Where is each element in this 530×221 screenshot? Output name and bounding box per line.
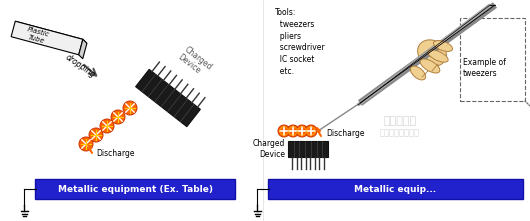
Text: Tools:
  tweezers
  pliers
  screwdriver
  IC socket
  etc.: Tools: tweezers pliers screwdriver IC so… xyxy=(275,8,324,76)
Circle shape xyxy=(305,125,317,137)
Text: Metallic equipment (Ex. Table): Metallic equipment (Ex. Table) xyxy=(57,185,213,194)
Polygon shape xyxy=(11,21,83,55)
Text: Charged
Device: Charged Device xyxy=(253,139,285,159)
Circle shape xyxy=(79,137,93,151)
Circle shape xyxy=(100,119,114,133)
Ellipse shape xyxy=(420,59,440,73)
Ellipse shape xyxy=(428,50,448,62)
Ellipse shape xyxy=(418,40,446,66)
Text: Charged
Device: Charged Device xyxy=(176,45,214,80)
Text: Example of
tweezers: Example of tweezers xyxy=(463,58,506,78)
Circle shape xyxy=(89,128,103,142)
Text: Discharge: Discharge xyxy=(326,128,365,137)
Circle shape xyxy=(278,125,290,137)
FancyBboxPatch shape xyxy=(35,179,235,199)
Ellipse shape xyxy=(410,66,426,80)
Circle shape xyxy=(123,101,137,115)
Text: dropping: dropping xyxy=(64,53,96,80)
Polygon shape xyxy=(79,39,87,59)
Circle shape xyxy=(287,125,299,137)
Polygon shape xyxy=(136,69,200,127)
Text: Plastic
Tube: Plastic Tube xyxy=(25,26,50,45)
Ellipse shape xyxy=(434,41,453,51)
Circle shape xyxy=(111,110,125,124)
FancyBboxPatch shape xyxy=(288,141,328,157)
Circle shape xyxy=(296,125,308,137)
Text: Metallic equip...: Metallic equip... xyxy=(354,185,436,194)
FancyBboxPatch shape xyxy=(268,179,523,199)
Polygon shape xyxy=(15,21,87,43)
Text: 易瑞来可靠性工程: 易瑞来可靠性工程 xyxy=(380,128,420,137)
Text: Discharge: Discharge xyxy=(96,149,135,158)
Text: 专松检测网: 专松检测网 xyxy=(383,116,417,126)
